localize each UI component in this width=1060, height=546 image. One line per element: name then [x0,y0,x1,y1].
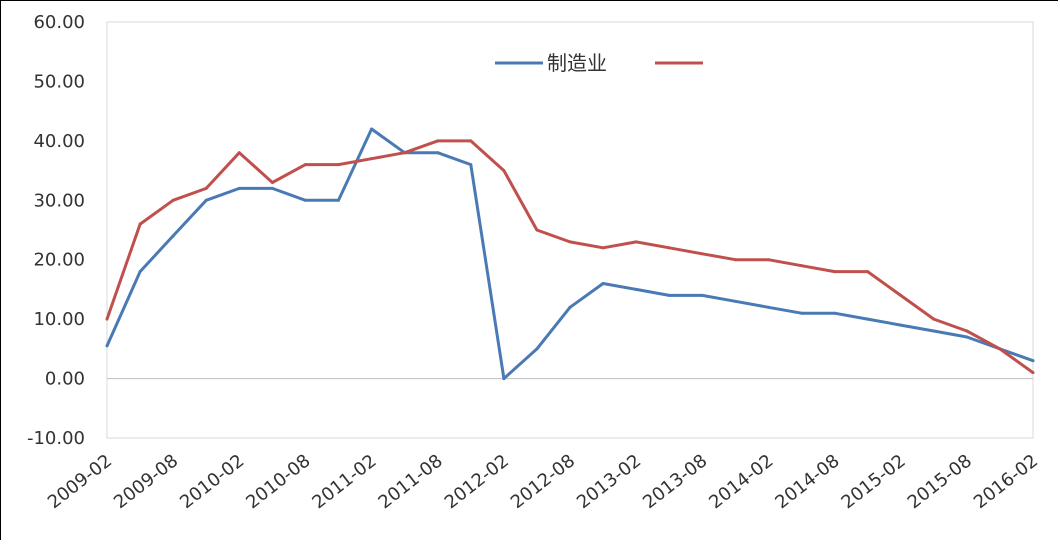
data-point [733,299,737,303]
data-point [733,258,737,262]
data-point [833,311,837,315]
y-tick-label: 10.00 [33,309,85,330]
data-point [766,305,770,309]
data-point [138,270,142,274]
data-point [436,139,440,143]
data-point [171,198,175,202]
data-point [303,163,307,167]
data-point [469,163,473,167]
data-point [105,344,109,348]
data-point [337,198,340,202]
data-point [270,180,274,184]
y-tick-label: 20.00 [33,250,85,271]
data-point [766,258,770,262]
data-point [800,264,803,268]
data-point [270,186,274,190]
data-point [568,240,572,244]
data-point [403,151,407,155]
y-axis: 60.00 50.00 40.00 30.00 20.00 10.00 0.00 -10.00 [27,12,1033,449]
data-point [833,270,837,274]
data-point [667,293,671,297]
legend-label-0: 制造业 [547,51,607,75]
data-point [237,151,241,155]
data-point [998,347,1002,351]
data-point [965,335,969,339]
y-tick-label: 50.00 [33,71,85,92]
data-point [568,305,572,309]
data-point [634,287,638,291]
data-point [601,281,605,285]
data-point [337,163,340,167]
data-point [700,293,704,297]
data-point [469,139,473,143]
data-point [502,377,506,381]
data-point [932,317,936,321]
data-point [370,157,374,161]
data-point [502,169,506,173]
data-point [965,329,969,333]
y-tick-label: 40.00 [33,131,85,152]
data-point [237,186,241,190]
data-point [1031,371,1035,375]
data-point [899,293,903,297]
data-point [800,311,803,315]
legend: 制造业 [495,51,703,75]
data-point [436,151,440,155]
data-point [866,317,870,321]
data-point [667,246,671,250]
y-tick-label: 60.00 [33,12,85,33]
data-point [634,240,638,244]
data-point [171,234,175,238]
data-point [204,186,208,190]
data-point [601,246,605,250]
data-point [105,317,109,321]
data-point [932,329,936,333]
data-point [899,323,903,327]
y-tick-label: 0.00 [45,369,85,390]
data-point [700,252,704,256]
data-point [303,198,307,202]
data-point [1031,359,1035,363]
series-layer [105,127,1035,381]
data-point [535,228,539,232]
data-point [138,222,142,226]
data-point [370,127,374,131]
y-tick-label: 30.00 [33,190,85,211]
data-point [204,198,208,202]
y-tick-label: -10.00 [27,428,85,449]
data-point [535,347,539,351]
data-point [866,270,870,274]
